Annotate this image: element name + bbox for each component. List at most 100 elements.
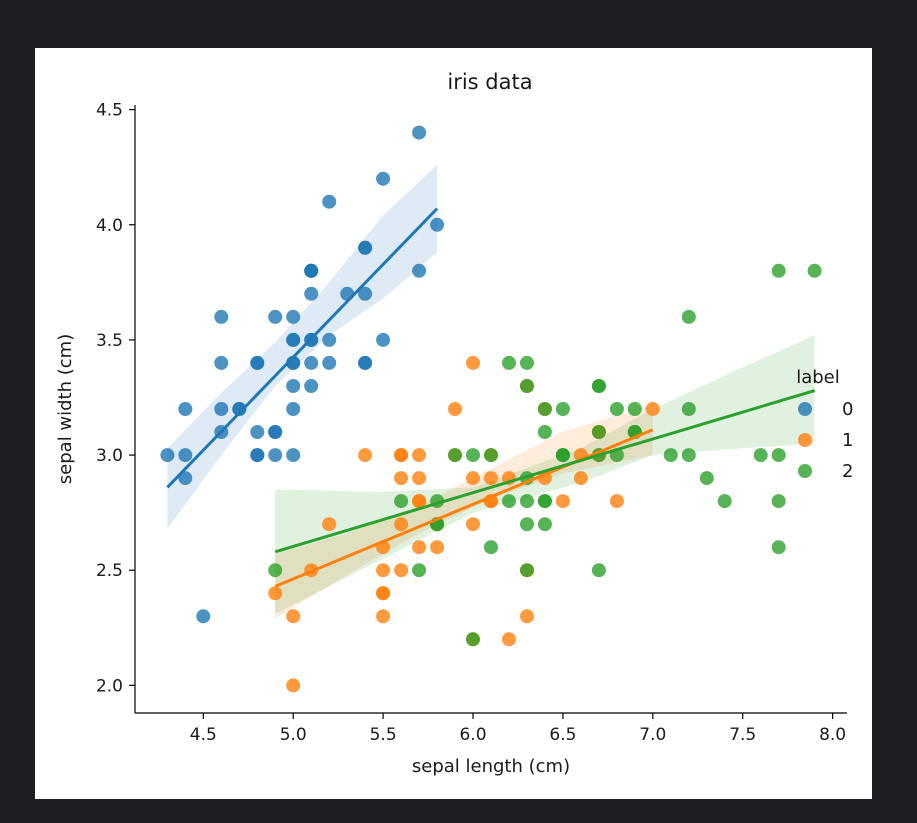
point-series-1 <box>573 471 588 486</box>
point-series-0 <box>376 332 391 347</box>
point-series-1 <box>448 402 462 416</box>
point-series-2 <box>591 563 606 578</box>
point-series-1 <box>376 586 391 601</box>
x-tick-label: 7.0 <box>639 725 666 745</box>
point-series-1 <box>394 471 409 486</box>
y-tick-label: 2.0 <box>96 676 123 696</box>
point-series-1 <box>394 517 409 532</box>
point-series-2 <box>520 517 534 532</box>
point-series-1 <box>376 563 391 578</box>
point-series-0 <box>250 355 265 370</box>
point-series-0 <box>322 194 337 209</box>
regression-line-1 <box>274 428 654 588</box>
point-series-2 <box>753 448 768 463</box>
regression-line-2 <box>274 389 816 554</box>
y-tick-label: 2.5 <box>96 561 123 581</box>
x-tick-label: 6.5 <box>549 725 576 745</box>
legend-label-1: 1 <box>842 430 853 451</box>
point-series-2 <box>771 448 786 463</box>
point-series-1 <box>502 632 516 647</box>
point-series-0 <box>160 448 175 463</box>
point-series-1 <box>412 448 427 463</box>
point-series-2 <box>537 402 552 416</box>
point-series-2 <box>717 494 732 509</box>
chart-title: iris data <box>447 70 532 94</box>
point-series-2 <box>681 448 696 463</box>
point-series-2 <box>448 448 462 463</box>
point-series-1 <box>358 448 373 463</box>
point-series-1 <box>268 586 283 601</box>
point-series-1 <box>286 609 301 624</box>
x-axis-title: sepal length (cm) <box>412 756 570 777</box>
point-series-2 <box>520 355 534 370</box>
regression-line-0 <box>166 207 439 489</box>
point-series-0 <box>304 263 319 278</box>
point-series-0 <box>250 425 265 439</box>
x-tick-label: 7.5 <box>729 725 756 745</box>
point-series-2 <box>663 448 678 463</box>
x-tick-label: 6.0 <box>459 725 486 745</box>
point-series-0 <box>178 448 193 463</box>
point-series-0 <box>412 263 427 278</box>
point-series-0 <box>430 217 445 232</box>
legend-label-0: 0 <box>842 399 853 420</box>
legend: label 0 1 2 <box>796 367 853 482</box>
point-series-2 <box>520 563 534 578</box>
point-series-2 <box>502 355 516 370</box>
point-series-0 <box>304 355 319 370</box>
point-series-2 <box>466 632 480 647</box>
point-series-1 <box>412 494 427 509</box>
point-series-1 <box>376 609 391 624</box>
point-series-2 <box>591 379 606 393</box>
x-tick-label: 4.5 <box>190 725 217 745</box>
point-series-0 <box>286 332 301 347</box>
point-series-0 <box>178 471 193 486</box>
point-series-0 <box>268 448 283 463</box>
legend-marker-0 <box>798 402 812 416</box>
point-series-2 <box>394 494 409 509</box>
point-series-0 <box>178 402 193 416</box>
point-series-0 <box>196 609 211 624</box>
point-series-0 <box>322 332 337 347</box>
point-series-2 <box>537 517 552 532</box>
legend-marker-1 <box>798 433 812 447</box>
point-series-2 <box>591 425 606 439</box>
point-series-1 <box>466 471 480 486</box>
point-series-0 <box>412 125 427 140</box>
point-series-1 <box>484 471 498 486</box>
point-series-1 <box>394 448 409 463</box>
y-tick-label: 3.0 <box>96 446 123 466</box>
point-series-2 <box>807 263 822 278</box>
point-series-1 <box>430 540 445 555</box>
point-series-1 <box>466 517 480 532</box>
x-ticks: 4.5 5.0 5.5 6.0 6.5 7.0 7.5 8.0 <box>190 713 846 745</box>
point-series-2 <box>627 402 642 416</box>
point-series-0 <box>286 379 301 393</box>
data-points <box>160 125 822 693</box>
regression-lines <box>166 207 816 588</box>
point-series-0 <box>214 309 229 324</box>
point-series-2 <box>771 263 786 278</box>
point-series-2 <box>466 448 480 463</box>
point-series-2 <box>484 448 498 463</box>
legend-label-2: 2 <box>842 461 853 482</box>
chart-figure: iris data 4.5 5.0 5.5 6.0 6.5 7.0 7.5 8.0 2.0 2.… <box>35 48 872 799</box>
point-series-2 <box>502 494 516 509</box>
point-series-2 <box>520 494 534 509</box>
point-series-0 <box>214 402 229 416</box>
point-series-2 <box>771 494 786 509</box>
point-series-2 <box>681 402 696 416</box>
point-series-1 <box>466 355 480 370</box>
point-series-0 <box>304 286 319 301</box>
point-series-2 <box>537 425 552 439</box>
axes <box>134 105 847 714</box>
point-series-1 <box>412 471 427 486</box>
point-series-0 <box>358 240 373 255</box>
point-series-0 <box>268 309 283 324</box>
point-series-0 <box>268 425 283 439</box>
point-series-1 <box>520 609 534 624</box>
point-series-0 <box>286 309 301 324</box>
point-series-0 <box>286 402 301 416</box>
point-series-0 <box>250 448 265 463</box>
point-series-1 <box>412 540 427 555</box>
